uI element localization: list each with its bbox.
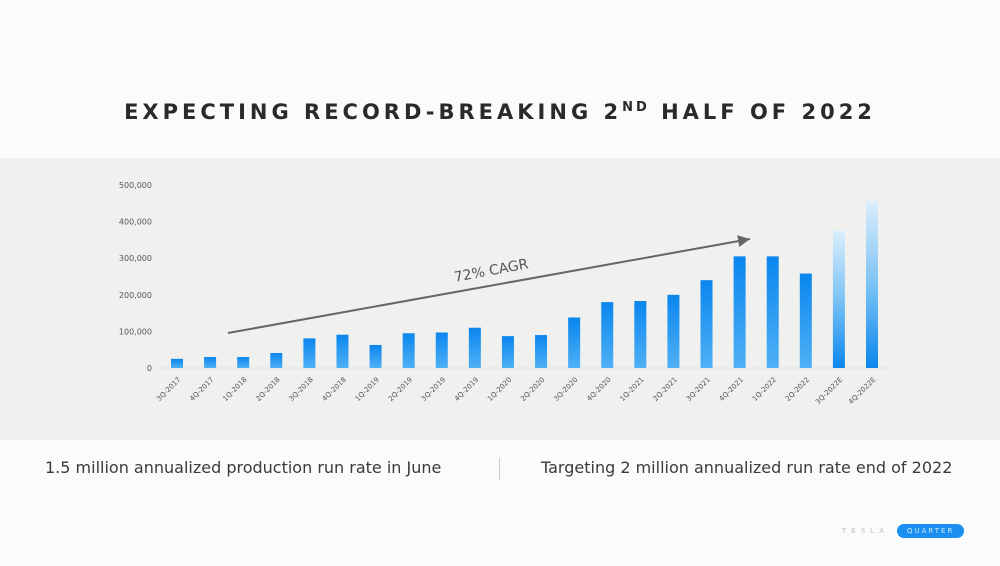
bar: [700, 280, 713, 368]
bar: [402, 333, 415, 368]
x-tick-label: 1Q-2019: [354, 376, 381, 403]
logo-word: TESLA: [842, 527, 889, 535]
x-tick-label: 3Q-2017: [155, 376, 182, 403]
bar: [667, 294, 680, 368]
bar: [204, 357, 217, 368]
y-tick-label: 200,000: [119, 291, 152, 300]
x-tick-label: 4Q-2019: [453, 376, 480, 403]
bar: [501, 336, 514, 368]
logo: TESLA QUARTER: [842, 524, 965, 538]
x-tick-label: 1Q-2021: [619, 376, 646, 403]
bar: [270, 352, 283, 368]
bar: [303, 338, 316, 368]
title-main: EXPECTING RECORD-BREAKING 2: [124, 100, 623, 124]
bar: [766, 256, 779, 368]
x-tick-label: 2Q-2022: [784, 376, 811, 403]
x-tick-label: 4Q-2017: [188, 376, 215, 403]
x-tick-label: 4Q-2022E: [847, 376, 877, 406]
bar: [568, 317, 581, 368]
bar: [866, 201, 878, 368]
y-tick-label: 500,000: [119, 181, 152, 190]
x-tick-label: 2Q-2019: [387, 376, 414, 403]
x-tick-label: 2Q-2021: [652, 376, 679, 403]
bar: [601, 302, 614, 368]
footer-left-text: 1.5 million annualized production run ra…: [45, 458, 442, 477]
bar: [468, 327, 481, 368]
bar: [237, 357, 250, 368]
x-tick-label: 3Q-2020: [552, 376, 579, 403]
x-tick-label: 2Q-2018: [254, 376, 281, 403]
page-title: EXPECTING RECORD-BREAKING 2ND HALF OF 20…: [0, 100, 1000, 124]
x-tick-label: 3Q-2018: [288, 376, 315, 403]
x-tick-label: 1Q-2022: [751, 376, 778, 403]
bar: [535, 335, 548, 368]
bar: [832, 230, 845, 368]
x-tick-label: 3Q-2022E: [814, 376, 844, 406]
x-tick-label: 2Q-2020: [519, 376, 546, 403]
x-tick-label: 4Q-2018: [321, 376, 348, 403]
x-tick-label: 1Q-2020: [486, 376, 513, 403]
footer-right-text: Targeting 2 million annualized run rate …: [541, 458, 953, 477]
bar-chart: 0 100,000 200,000 300,000 400,000 500,000 3Q-2…: [119, 181, 890, 406]
bar: [733, 256, 746, 368]
title-tail: HALF OF 2022: [649, 100, 876, 124]
x-tick-label: 4Q-2020: [585, 376, 612, 403]
x-tick-label: 3Q-2019: [420, 376, 447, 403]
x-tick-label: 3Q-2021: [685, 376, 712, 403]
y-tick-label: 400,000: [119, 218, 152, 227]
y-tick-label: 0: [147, 364, 152, 373]
bar: [435, 332, 448, 368]
bar: [799, 273, 812, 368]
y-tick-label: 300,000: [119, 254, 152, 263]
bar: [336, 334, 349, 368]
bar: [171, 358, 183, 368]
logo-badge: QUARTER: [897, 524, 965, 538]
footer-divider: [499, 458, 500, 480]
y-tick-label: 100,000: [119, 327, 152, 336]
x-tick-label: 1Q-2018: [221, 376, 248, 403]
x-tick-label: 4Q-2021: [718, 376, 745, 403]
title-superscript: ND: [622, 100, 650, 115]
bar: [369, 344, 382, 368]
cagr-arrow: [227, 235, 751, 334]
bar: [634, 301, 647, 368]
